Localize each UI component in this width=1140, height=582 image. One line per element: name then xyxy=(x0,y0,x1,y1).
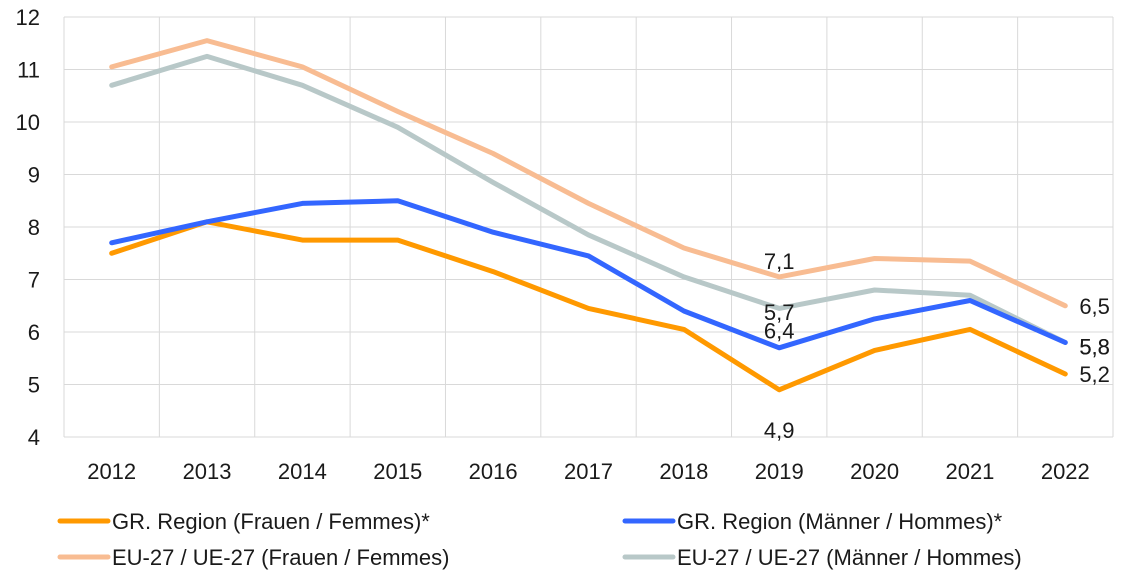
x-tick-label: 2017 xyxy=(564,459,613,484)
y-axis: 4 5 6 7 8 9 10 11 12 xyxy=(16,5,40,450)
x-tick-label: 2016 xyxy=(469,459,518,484)
data-label: 4,9 xyxy=(764,418,795,443)
y-tick-label: 11 xyxy=(17,58,40,83)
y-tick-label: 5 xyxy=(28,373,40,398)
data-label: 6,5 xyxy=(1079,294,1110,319)
x-tick-label: 2014 xyxy=(278,459,327,484)
y-tick-label: 4 xyxy=(28,425,40,450)
x-tick-label: 2019 xyxy=(755,459,804,484)
series-line-3 xyxy=(109,53,1068,345)
data-label: 5,7 xyxy=(764,300,795,325)
data-label: 7,1 xyxy=(764,249,795,274)
data-label: 6,4 xyxy=(764,318,795,343)
x-tick-label: 2018 xyxy=(659,459,708,484)
series-line-1 xyxy=(109,198,1068,351)
legend-label-1: GR. Region (Männer / Hommes)* xyxy=(677,509,1003,534)
data-label: 5,2 xyxy=(1079,362,1110,387)
series-line-2 xyxy=(109,38,1068,309)
y-tick-label: 7 xyxy=(28,268,40,293)
x-tick-label: 2013 xyxy=(183,459,232,484)
series-group xyxy=(109,38,1068,393)
legend: GR. Region (Frauen / Femmes)* GR. Region … xyxy=(57,509,1022,570)
data-label: 5,8 xyxy=(1079,335,1110,360)
y-tick-label: 6 xyxy=(28,320,40,345)
x-tick-label: 2012 xyxy=(87,459,136,484)
x-axis: 2012 2013 2014 2015 2016 2017 2018 2019 2020 2021… xyxy=(87,459,1090,484)
legend-label-0: GR. Region (Frauen / Femmes)* xyxy=(112,509,430,534)
y-tick-label: 10 xyxy=(16,110,40,135)
y-tick-label: 12 xyxy=(16,5,40,30)
data-label: 5,8 xyxy=(1079,335,1110,360)
data-labels: 7,16,45,74,96,55,85,85,2 xyxy=(764,249,1110,443)
y-tick-label: 8 xyxy=(28,215,40,240)
x-tick-label: 2022 xyxy=(1041,459,1090,484)
legend-label-3: EU-27 / UE-27 (Männer / Hommes) xyxy=(677,545,1022,570)
y-tick-label: 9 xyxy=(28,163,40,188)
x-tick-label: 2020 xyxy=(850,459,899,484)
legend-label-2: EU-27 / UE-27 (Frauen / Femmes) xyxy=(112,545,449,570)
x-tick-label: 2015 xyxy=(373,459,422,484)
grid xyxy=(63,16,1114,438)
series-line-0 xyxy=(109,219,1068,393)
x-tick-label: 2021 xyxy=(945,459,994,484)
